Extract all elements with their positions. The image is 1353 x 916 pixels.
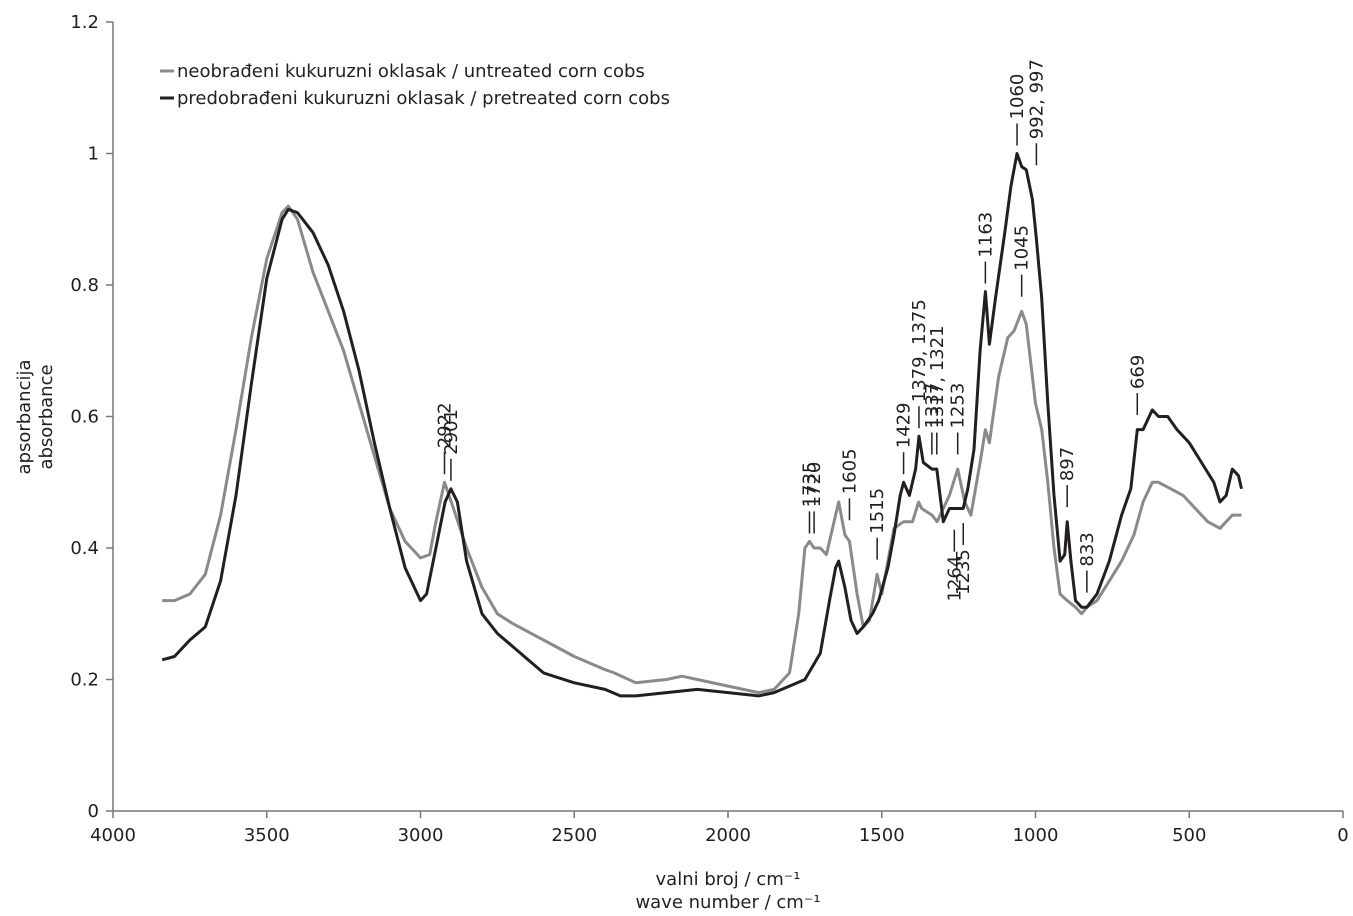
- x-tick-label: 2000: [705, 825, 751, 846]
- annotation-label: 1379, 1375: [909, 299, 930, 402]
- annotation-label: 669: [1127, 355, 1148, 389]
- annotation-label: 1235: [953, 549, 974, 595]
- x-tick-label: 1500: [859, 825, 905, 846]
- annotation-label: 1253: [948, 383, 969, 429]
- y-tick-label: 1.2: [70, 12, 99, 33]
- annotation-label: 1264: [944, 556, 965, 602]
- x-tick-label: 0: [1337, 825, 1348, 846]
- series-line: [162, 204, 1242, 695]
- annotation-label: 1735: [799, 462, 820, 508]
- y-tick-label: 0.8: [70, 275, 99, 296]
- annotation-label: 897: [1057, 447, 1078, 481]
- x-tick-label: 500: [1172, 825, 1206, 846]
- x-axis-label: valni broj / cm⁻¹: [656, 869, 801, 890]
- x-tick-label: 4000: [90, 825, 136, 846]
- y-tick-label: 0.4: [70, 538, 99, 559]
- annotation-label: 1720: [804, 462, 825, 508]
- annotation-label: 1515: [867, 488, 888, 534]
- annotation-label: 1163: [975, 212, 996, 258]
- x-tick-label: 1000: [1013, 825, 1059, 846]
- x-tick-label: 2500: [551, 825, 597, 846]
- legend-label: neobrađeni kukuruzni oklasak / untreated…: [177, 61, 645, 82]
- y-tick-label: 0.6: [70, 407, 99, 428]
- annotation-label: 2922: [434, 402, 455, 448]
- annotation-label: 1060: [1007, 74, 1028, 120]
- annotation-label: 833: [1077, 532, 1098, 566]
- x-tick-label: 3500: [244, 825, 290, 846]
- y-tick-label: 1: [88, 144, 99, 165]
- x-tick-label: 3000: [398, 825, 444, 846]
- y-axis-label: apsorbancija: [14, 359, 35, 474]
- annotation-label: 992, 997: [1026, 59, 1047, 139]
- y-axis-label: absorbance: [36, 364, 57, 469]
- y-tick-label: 0: [88, 801, 99, 822]
- y-tick-label: 0.2: [70, 670, 99, 691]
- legend-label: predobrađeni kukuruzni oklasak / pretrea…: [177, 88, 670, 109]
- annotation-label: 1605: [839, 448, 860, 494]
- annotation-label: 1317, 1321: [927, 325, 948, 428]
- series-line: [161, 152, 1243, 698]
- annotation-label: 2901: [441, 409, 462, 455]
- x-axis-label: wave number / cm⁻¹: [635, 892, 820, 913]
- annotation-label: 1045: [1012, 225, 1033, 271]
- annotation-label: 1337: [922, 383, 943, 429]
- annotation-label: 1429: [894, 402, 915, 448]
